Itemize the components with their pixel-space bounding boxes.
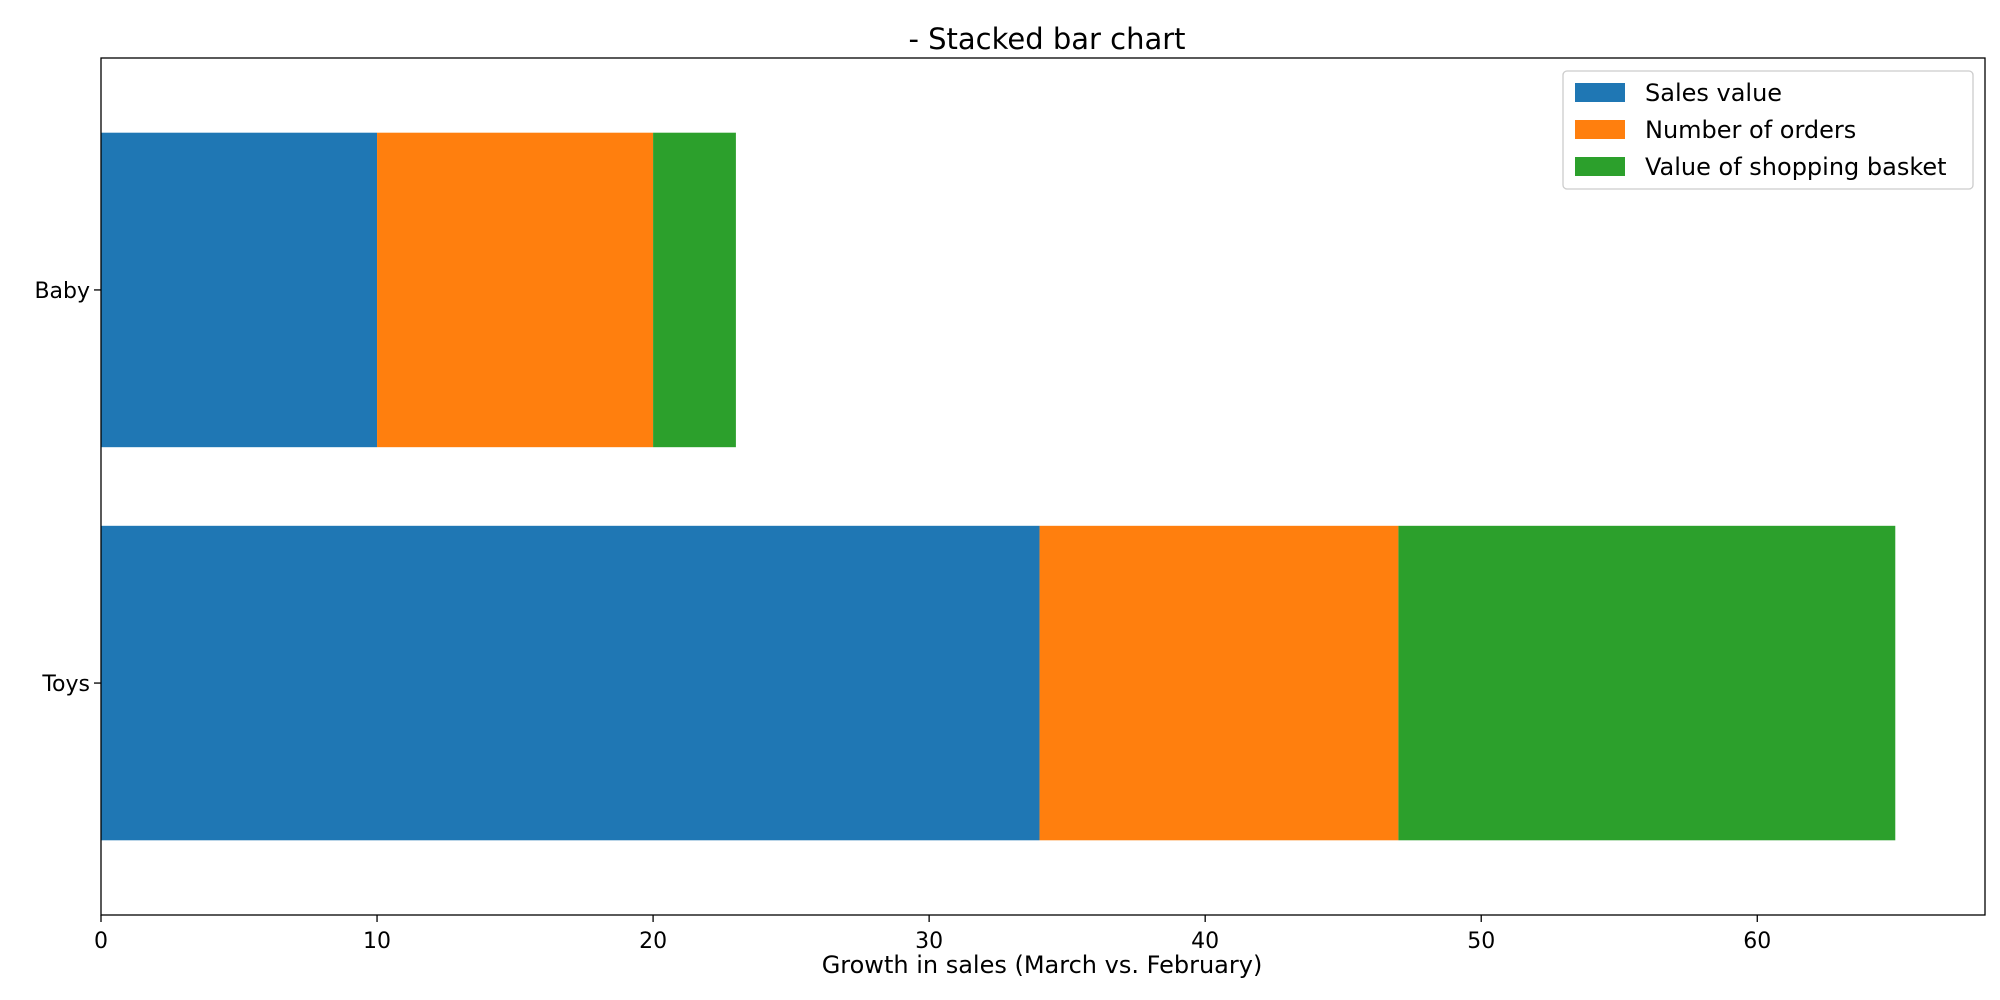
y-tick-label-toys: Toys <box>41 672 90 697</box>
legend-label: Value of shopping basket <box>1645 153 1947 181</box>
legend: Sales value Number of orders Value of shop… <box>1562 70 1974 190</box>
x-tick-label: 60 <box>1743 929 1771 954</box>
bar-baby-series-0 <box>101 132 378 448</box>
legend-label: Sales value <box>1645 79 1782 107</box>
bar-toys-series-1 <box>1039 525 1399 841</box>
plot-frame <box>100 57 1986 916</box>
x-tick-label: 10 <box>363 929 391 954</box>
x-tick-label: 0 <box>94 929 108 954</box>
x-tick-label: 50 <box>1467 929 1495 954</box>
x-axis-ticks: 0 10 20 30 40 50 60 <box>94 915 1771 954</box>
bars-group <box>101 132 1896 841</box>
bar-baby-series-1 <box>377 132 654 448</box>
x-axis-label: Growth in sales (March vs. February) <box>822 951 1263 979</box>
legend-swatch <box>1575 157 1625 176</box>
legend-swatch <box>1575 120 1625 139</box>
y-axis-ticks: Baby Toys <box>34 279 101 697</box>
x-tick-label: 40 <box>1191 929 1219 954</box>
legend-swatch <box>1575 83 1625 102</box>
bar-toys-series-0 <box>101 525 1040 841</box>
legend-label: Number of orders <box>1645 116 1856 144</box>
y-tick-label-baby: Baby <box>34 279 90 304</box>
chart-title: - Stacked bar chart <box>908 22 1185 56</box>
bar-toys-series-2 <box>1398 525 1896 841</box>
x-tick-label: 20 <box>639 929 667 954</box>
bar-baby-series-2 <box>653 132 736 448</box>
x-tick-label: 30 <box>915 929 943 954</box>
legend-box <box>1562 70 1974 190</box>
